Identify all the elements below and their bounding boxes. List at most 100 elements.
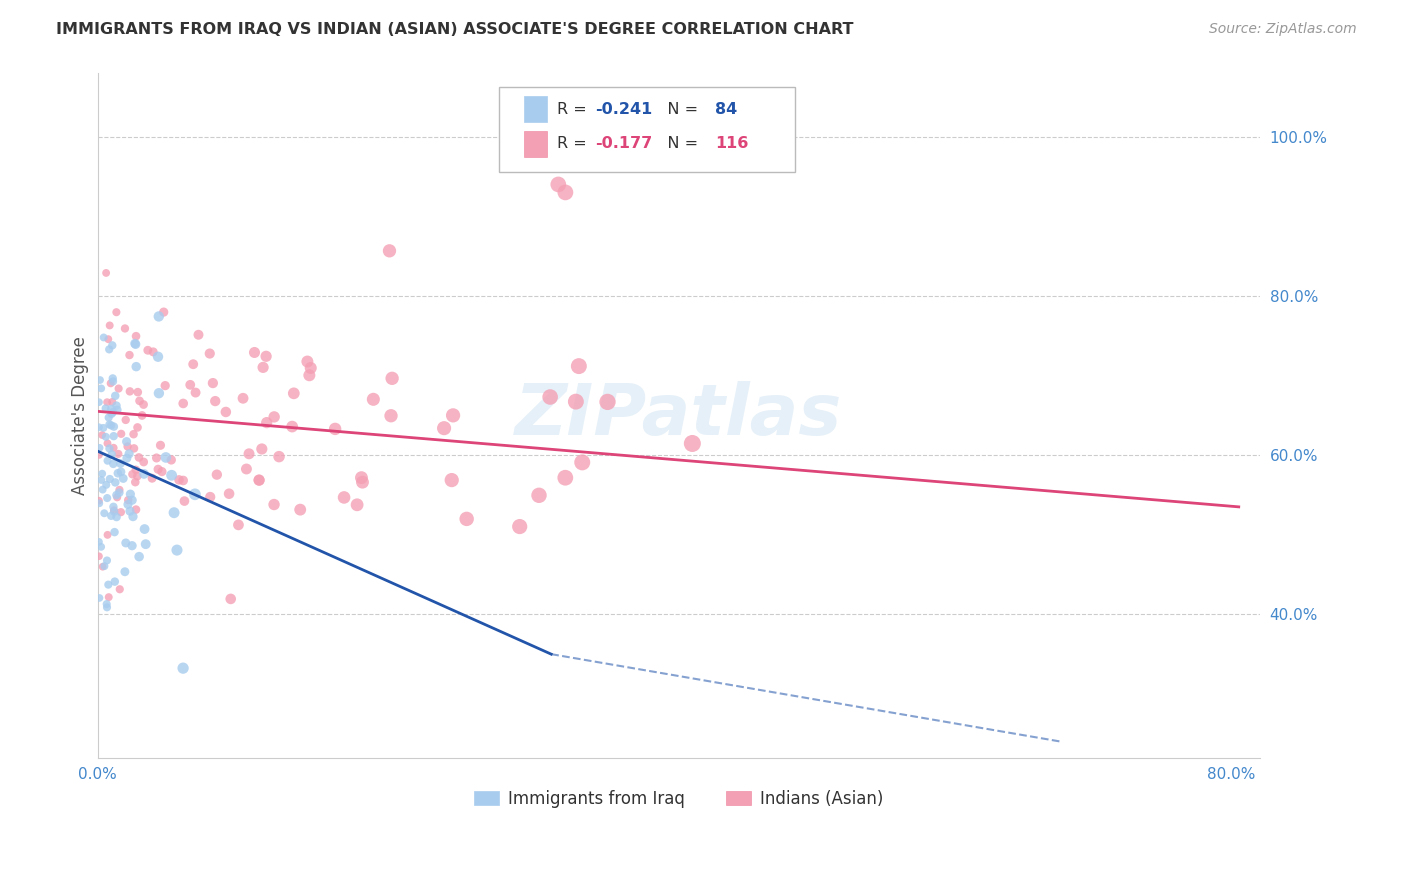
Text: N =: N = [652, 102, 703, 117]
Point [100, 447, 122, 461]
Point [142, 344, 165, 359]
Point [105, 510, 128, 524]
Point [87, 448, 110, 462]
Point [527, 488, 550, 502]
Text: -0.177: -0.177 [595, 136, 652, 152]
Point [104, 475, 127, 490]
Point [267, 450, 290, 464]
Point [91, 467, 114, 481]
Text: ZIPatlas: ZIPatlas [515, 381, 842, 450]
Point [596, 395, 619, 409]
Point [100, 508, 122, 523]
Point [166, 543, 188, 558]
Point [205, 467, 228, 482]
Point [146, 350, 169, 364]
Point [172, 661, 194, 675]
Point [290, 502, 312, 516]
Text: R =: R = [557, 136, 592, 152]
Point [380, 409, 402, 423]
Point [128, 450, 150, 465]
Point [90, 381, 112, 395]
Point [547, 178, 569, 192]
Point [105, 399, 128, 413]
Point [134, 522, 156, 536]
Point [215, 405, 238, 419]
Point [263, 409, 285, 424]
Point [299, 361, 322, 376]
Point [135, 537, 157, 551]
Bar [524, 96, 547, 122]
Point [181, 357, 204, 371]
Point [125, 359, 148, 374]
Point [96, 597, 118, 611]
Point [247, 473, 270, 487]
Point [128, 549, 150, 564]
Point [105, 403, 128, 417]
Point [281, 419, 304, 434]
Point [219, 591, 242, 606]
Point [96, 395, 118, 409]
Point [681, 436, 703, 450]
Point [132, 455, 155, 469]
Point [232, 391, 254, 405]
Point [101, 371, 124, 385]
Point [87, 420, 110, 434]
Text: Source: ZipAtlas.com: Source: ZipAtlas.com [1209, 22, 1357, 37]
Point [114, 321, 136, 335]
Point [112, 471, 135, 485]
Point [150, 465, 173, 479]
FancyBboxPatch shape [499, 87, 794, 172]
Point [96, 553, 118, 567]
Point [98, 472, 121, 486]
Point [141, 471, 163, 485]
Point [103, 429, 125, 443]
Point [90, 540, 112, 554]
Point [103, 419, 125, 434]
Point [98, 318, 121, 333]
Point [228, 517, 250, 532]
Point [146, 462, 169, 476]
Y-axis label: Associate's Degree: Associate's Degree [72, 336, 89, 495]
Point [243, 345, 266, 359]
Point [297, 354, 319, 368]
Point [101, 405, 124, 419]
Point [145, 450, 167, 465]
Text: 84: 84 [714, 102, 737, 117]
Text: N =: N = [652, 136, 703, 152]
Point [107, 467, 129, 481]
Point [125, 502, 148, 516]
Point [283, 386, 305, 401]
Point [540, 153, 562, 168]
Point [173, 494, 195, 508]
Point [152, 305, 174, 319]
Point [104, 389, 127, 403]
Point [89, 441, 111, 455]
Point [204, 394, 226, 409]
Point [125, 463, 148, 477]
Point [124, 337, 146, 351]
Point [108, 483, 131, 497]
Point [91, 483, 114, 497]
Point [122, 509, 145, 524]
Point [89, 496, 111, 510]
Point [121, 493, 143, 508]
Point [333, 491, 356, 505]
Point [167, 473, 190, 487]
Point [97, 410, 120, 425]
Point [96, 436, 118, 450]
Point [93, 421, 115, 435]
Point [117, 493, 139, 508]
Point [509, 519, 531, 533]
Point [153, 378, 176, 392]
Point [98, 343, 121, 357]
Point [100, 401, 122, 416]
Point [117, 498, 139, 512]
Point [132, 398, 155, 412]
Point [198, 346, 221, 360]
Point [91, 559, 114, 574]
Point [96, 528, 118, 542]
Point [87, 395, 110, 409]
Point [127, 469, 149, 483]
Point [235, 462, 257, 476]
Point [97, 577, 120, 591]
